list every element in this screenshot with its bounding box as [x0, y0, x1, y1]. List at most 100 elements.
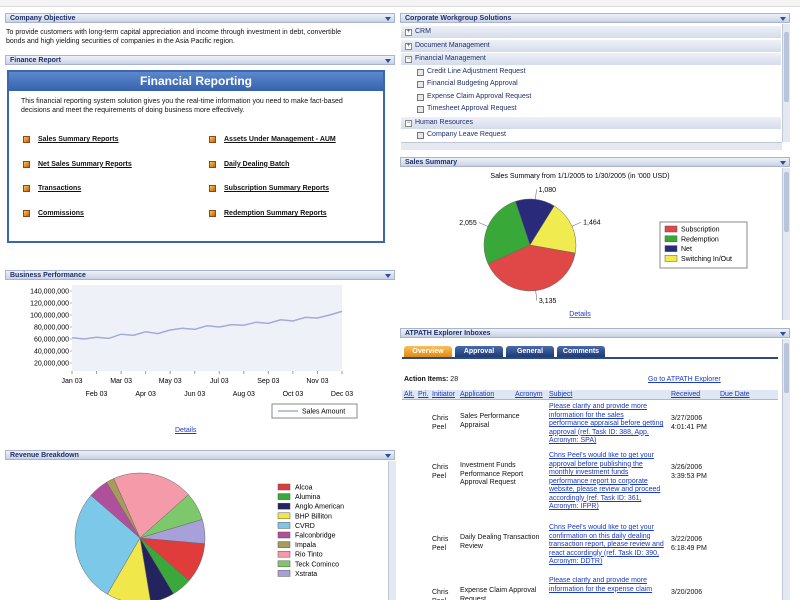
report-link[interactable]: Transactions [38, 185, 82, 193]
x-tick-label: Apr 03 [135, 391, 156, 398]
y-tick-label: 80,000,000 [34, 325, 69, 332]
report-icon [209, 185, 216, 193]
tree-item[interactable]: Document Management [415, 41, 490, 49]
legend-swatch [664, 225, 678, 233]
tab-rule [402, 357, 778, 359]
report-link[interactable]: Subscription Summary Reports [224, 185, 330, 193]
panel-header[interactable]: Business Performance [5, 270, 395, 280]
tab[interactable]: General [506, 346, 554, 357]
legend-swatch [277, 493, 291, 500]
x-tick-label: Jun 03 [184, 391, 205, 398]
report-icon [209, 210, 216, 218]
action-items: Action Items: 28 [404, 376, 458, 383]
tab[interactable]: Overview [404, 346, 452, 357]
y-tick-label: 140,000,000 [30, 289, 69, 296]
legend-swatch [664, 245, 678, 252]
tree-icon [417, 81, 424, 89]
report-link[interactable]: Sales Summary Reports [38, 136, 119, 143]
legend-swatch [277, 522, 291, 529]
panel-header[interactable]: Corporate Workgroup Solutions [400, 13, 790, 23]
legend-swatch [277, 531, 291, 539]
panel-title: Finance Report [10, 57, 61, 64]
tab[interactable]: Comments [557, 346, 605, 357]
tab[interactable]: Approval [455, 346, 503, 357]
panel-title: Corporate Workgroup Solutions [405, 15, 512, 22]
column-header[interactable]: Alt. [404, 391, 415, 398]
pie-slice [529, 205, 577, 254]
x-tick-label: Feb 03 [86, 391, 108, 398]
value-label: 3,135 [539, 298, 557, 305]
leader-line [535, 189, 537, 200]
tree-row [401, 39, 781, 53]
subject[interactable]: Chris Peel's would like to get your appr… [549, 452, 661, 510]
column-header[interactable]: Initiator [432, 391, 455, 398]
application: Expense Claim Approval Request [460, 587, 537, 600]
scrollbar[interactable] [782, 24, 790, 142]
subject[interactable]: Please clarify and provide more informat… [549, 403, 664, 444]
leader-line [478, 222, 488, 227]
legend-label: Alcoa [295, 485, 313, 492]
expander[interactable]: − [405, 119, 412, 127]
tree-icon [417, 68, 424, 76]
report-link[interactable]: Assets Under Management - AUM [224, 136, 336, 143]
pie-slice [139, 537, 174, 600]
expander[interactable]: + [405, 42, 412, 50]
column-header[interactable]: Received [671, 391, 701, 398]
line-chart: 20,000,000 40,000,000 60,000,000 80,000,000… [30, 285, 358, 419]
legend-swatch [277, 570, 291, 577]
tree-subitem[interactable]: Company Leave Request [427, 131, 506, 139]
panel-header[interactable]: Finance Report [5, 55, 395, 65]
subject[interactable]: Chris Peel's would like to get your conf… [549, 524, 664, 565]
subject[interactable]: Please clarify and provide more informat… [549, 577, 653, 593]
scrollbar[interactable] [388, 461, 396, 600]
details-link[interactable]: Details [569, 311, 591, 318]
report-icon [209, 136, 216, 143]
expander[interactable]: − [405, 56, 412, 63]
column-header[interactable]: Subject [549, 391, 573, 398]
scrollbar[interactable] [782, 339, 790, 600]
legend-label: Teck Cominco [295, 561, 339, 568]
pie-slice [483, 201, 531, 265]
value-label: 1,464 [583, 220, 601, 227]
report-link[interactable]: Net Sales Summary Reports [38, 160, 132, 168]
legend-swatch [664, 255, 678, 262]
tree-subitem[interactable]: Credit Line Adjustment Request [427, 67, 526, 75]
panel-header[interactable]: Company Objective [5, 13, 395, 23]
received: 3/22/2006 6:18:49 PM [671, 536, 707, 552]
pie-chart: Sales Summary from 1/1/2005 to 1/30/2005… [459, 173, 748, 318]
column-header[interactable]: Due Date [720, 391, 750, 398]
panel-header[interactable]: ATPATH Explorer Inboxes [400, 328, 790, 338]
pie-slice [487, 244, 576, 292]
report-link[interactable]: Daily Dealing Batch [224, 160, 290, 168]
column-header[interactable]: Pri. [418, 391, 429, 398]
tree-subitem[interactable]: Expense Claim Approval Request [427, 92, 532, 100]
pie-slice [113, 472, 189, 539]
panel-title: Revenue Breakdown [10, 452, 79, 459]
expander[interactable]: + [405, 29, 412, 36]
column-header[interactable]: Application [460, 391, 495, 398]
legend-swatch [277, 550, 291, 558]
report-link[interactable]: Commissions [38, 210, 84, 218]
column-header[interactable]: Acronym [515, 391, 543, 398]
panel-header[interactable]: Sales Summary [400, 157, 790, 167]
explorer-link[interactable]: Go to ATPATH Explorer [648, 376, 721, 383]
table-header [402, 390, 778, 400]
value-label: 2,055 [459, 220, 477, 227]
tree-subitem[interactable]: Timesheet Approval Request [427, 105, 517, 113]
details-link[interactable]: Details [175, 427, 197, 434]
scrollbar[interactable] [782, 168, 790, 320]
tree-item[interactable]: Human Resources [415, 118, 473, 126]
legend-label: Subscription [681, 227, 720, 234]
panel-header[interactable]: Revenue Breakdown [5, 450, 395, 460]
report-link[interactable]: Redemption Summary Reports [224, 210, 327, 218]
tree-item[interactable]: CRM [415, 28, 431, 35]
h-scrollbar[interactable] [401, 142, 782, 150]
initiator: Chris Peel [432, 589, 449, 600]
tree-item[interactable]: Financial Management [415, 55, 486, 62]
legend-swatch [664, 235, 678, 243]
x-tick-label: Nov 03 [306, 378, 328, 385]
tree-subitem[interactable]: Financial Budgeting Approval [427, 80, 518, 88]
report-icon [209, 160, 216, 168]
leader-line [571, 221, 582, 227]
